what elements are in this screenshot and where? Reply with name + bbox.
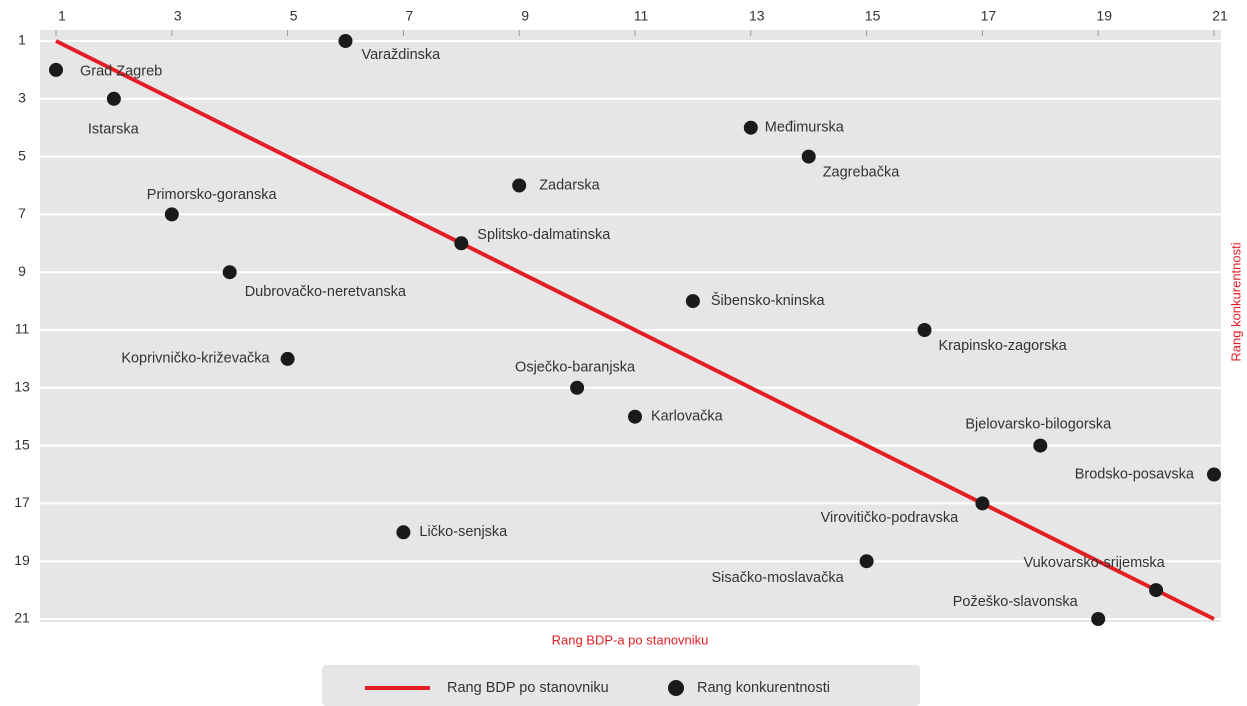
point xyxy=(628,409,642,424)
x-axis-label: Rang BDP-a po stanovniku xyxy=(552,632,709,647)
point xyxy=(454,236,469,251)
point xyxy=(512,178,527,193)
point xyxy=(1033,438,1048,453)
point xyxy=(222,265,237,280)
legend-label: Rang BDP po stanovniku xyxy=(447,680,609,696)
point-label: Međimurska xyxy=(765,120,845,136)
point-label: Varaždinska xyxy=(362,47,442,63)
legend-label: Rang konkurentnosti xyxy=(697,680,830,696)
point xyxy=(917,323,932,337)
point-label: Splitsko-dalmatinska xyxy=(477,227,611,243)
point-label: Primorsko-goranska xyxy=(147,187,278,203)
y-tick-label: 19 xyxy=(14,552,30,568)
y-tick-label: 5 xyxy=(18,147,26,163)
reference-line xyxy=(55,39,1215,621)
point xyxy=(49,62,63,77)
x-tick-label: 7 xyxy=(406,8,414,24)
point-label: Virovitičko-podravska xyxy=(821,510,959,526)
point xyxy=(685,294,700,309)
point xyxy=(1149,583,1164,598)
x-tick-label: 21 xyxy=(1212,8,1228,24)
point-label: Zagrebačka xyxy=(823,164,901,180)
x-tick-label: 17 xyxy=(981,8,997,24)
x-tick-label: 5 xyxy=(290,8,298,24)
point-label: Grad Zagreb xyxy=(80,64,162,80)
y-tick-label: 11 xyxy=(15,321,30,337)
point-label: Ličko-senjska xyxy=(419,524,508,540)
point xyxy=(106,91,121,106)
point xyxy=(338,34,353,48)
point xyxy=(1207,467,1221,482)
point-label: Požeško-slavonska xyxy=(953,594,1079,610)
x-tick-label: 1 xyxy=(58,8,66,24)
y-axis-label: Rang konkurentnosti xyxy=(1228,242,1243,361)
point xyxy=(1091,612,1106,626)
point-label: Vukovarsko-srijemska xyxy=(1023,555,1165,571)
x-tick-label: 3 xyxy=(174,8,182,24)
y-tick-label: 17 xyxy=(14,494,30,510)
y-tick-label: 13 xyxy=(14,379,30,395)
point xyxy=(280,351,295,366)
point-label: Krapinsko-zagorska xyxy=(939,338,1068,354)
x-tick-label: 15 xyxy=(865,8,881,24)
point xyxy=(975,496,990,511)
point xyxy=(801,149,816,164)
x-tick-label: 11 xyxy=(634,8,649,24)
x-tick-label: 9 xyxy=(521,8,529,24)
point-label: Istarska xyxy=(88,122,140,138)
y-tick-label: 7 xyxy=(18,205,26,221)
point xyxy=(859,554,874,569)
point-label: Zadarska xyxy=(539,177,600,193)
point xyxy=(743,120,758,135)
point-label: Osječko-baranjska xyxy=(515,360,636,376)
x-tick-label: 19 xyxy=(1096,8,1112,24)
y-tick-label: 9 xyxy=(18,263,26,279)
y-tick-label: 1 xyxy=(18,32,26,48)
point-label: Šibensko-kninska xyxy=(711,292,826,309)
point-label: Sisačko-moslavačka xyxy=(712,570,845,586)
point xyxy=(570,380,585,395)
legend-swatch xyxy=(668,680,684,696)
y-tick-label: 21 xyxy=(14,610,30,626)
point xyxy=(396,525,411,540)
point xyxy=(164,207,179,222)
legend-box xyxy=(322,665,920,706)
point-label: Karlovačka xyxy=(651,409,724,425)
point-label: Bjelovarsko-bilogorska xyxy=(965,416,1112,432)
y-tick-label: 15 xyxy=(14,436,30,452)
y-tick-label: 3 xyxy=(18,90,26,106)
point-label: Koprivničko-križevačka xyxy=(121,351,270,367)
point-label: Dubrovačko-neretvanska xyxy=(245,284,407,300)
x-tick-label: 13 xyxy=(749,8,765,24)
point-label: Brodsko-posavska xyxy=(1075,466,1195,482)
